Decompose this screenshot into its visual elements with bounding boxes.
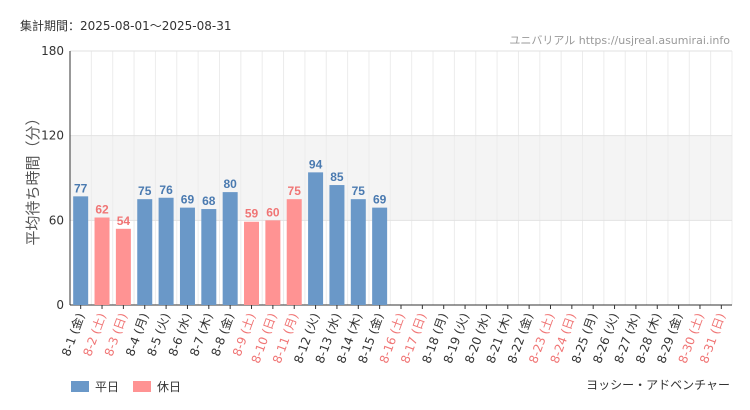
bar [179, 207, 195, 305]
bar [73, 196, 89, 305]
bar [286, 199, 302, 305]
bar-value-label: 94 [309, 157, 323, 171]
bar [308, 172, 324, 305]
y-tick-label: 60 [49, 213, 64, 227]
bar-value-label: 69 [181, 193, 195, 207]
bar-value-label: 69 [373, 193, 387, 207]
bar [329, 185, 345, 305]
bar-value-label: 62 [95, 203, 109, 217]
bar [265, 220, 281, 305]
y-tick-label: 120 [41, 129, 64, 143]
bar-value-label: 85 [330, 170, 344, 184]
bar [115, 228, 131, 305]
bar [94, 217, 110, 305]
bar-value-label: 77 [74, 181, 88, 195]
bar-value-label: 68 [202, 194, 216, 208]
attraction-name: ヨッシー・アドベンチャー [586, 378, 730, 392]
bar [350, 199, 366, 305]
bar-value-label: 76 [159, 183, 173, 197]
legend-holiday-label: 休日 [157, 380, 182, 394]
y-tick-label: 0 [56, 298, 64, 312]
bar [137, 199, 153, 305]
bar [244, 221, 260, 305]
y-tick-label: 180 [41, 44, 64, 58]
period-label: 集計期間：2025-08-01～2025-08-31 [20, 19, 232, 33]
legend-holiday: 休日 [133, 378, 181, 395]
bar-value-label: 75 [138, 184, 152, 198]
bar-value-label: 75 [288, 184, 302, 198]
bar-value-label: 59 [245, 207, 259, 221]
shaded-band-0 [70, 135, 732, 221]
legend: 平日 休日 [71, 378, 195, 395]
legend-weekday-label: 平日 [95, 380, 120, 394]
legend-weekday: 平日 [71, 378, 119, 395]
bar [201, 209, 217, 305]
bar-value-label: 54 [117, 214, 131, 228]
bar-value-label: 60 [266, 205, 280, 219]
bar-value-label: 75 [352, 184, 366, 198]
source-credit: ユニバリアル https://usjreal.asumirai.info [509, 34, 730, 47]
legend-weekday-swatch [71, 381, 89, 392]
bar [158, 197, 174, 305]
bar [222, 192, 238, 305]
bar-value-label: 80 [223, 177, 237, 191]
bar [372, 207, 388, 305]
y-axis-title: 平均待ち時間（分） [24, 110, 42, 245]
legend-holiday-swatch [133, 381, 152, 392]
